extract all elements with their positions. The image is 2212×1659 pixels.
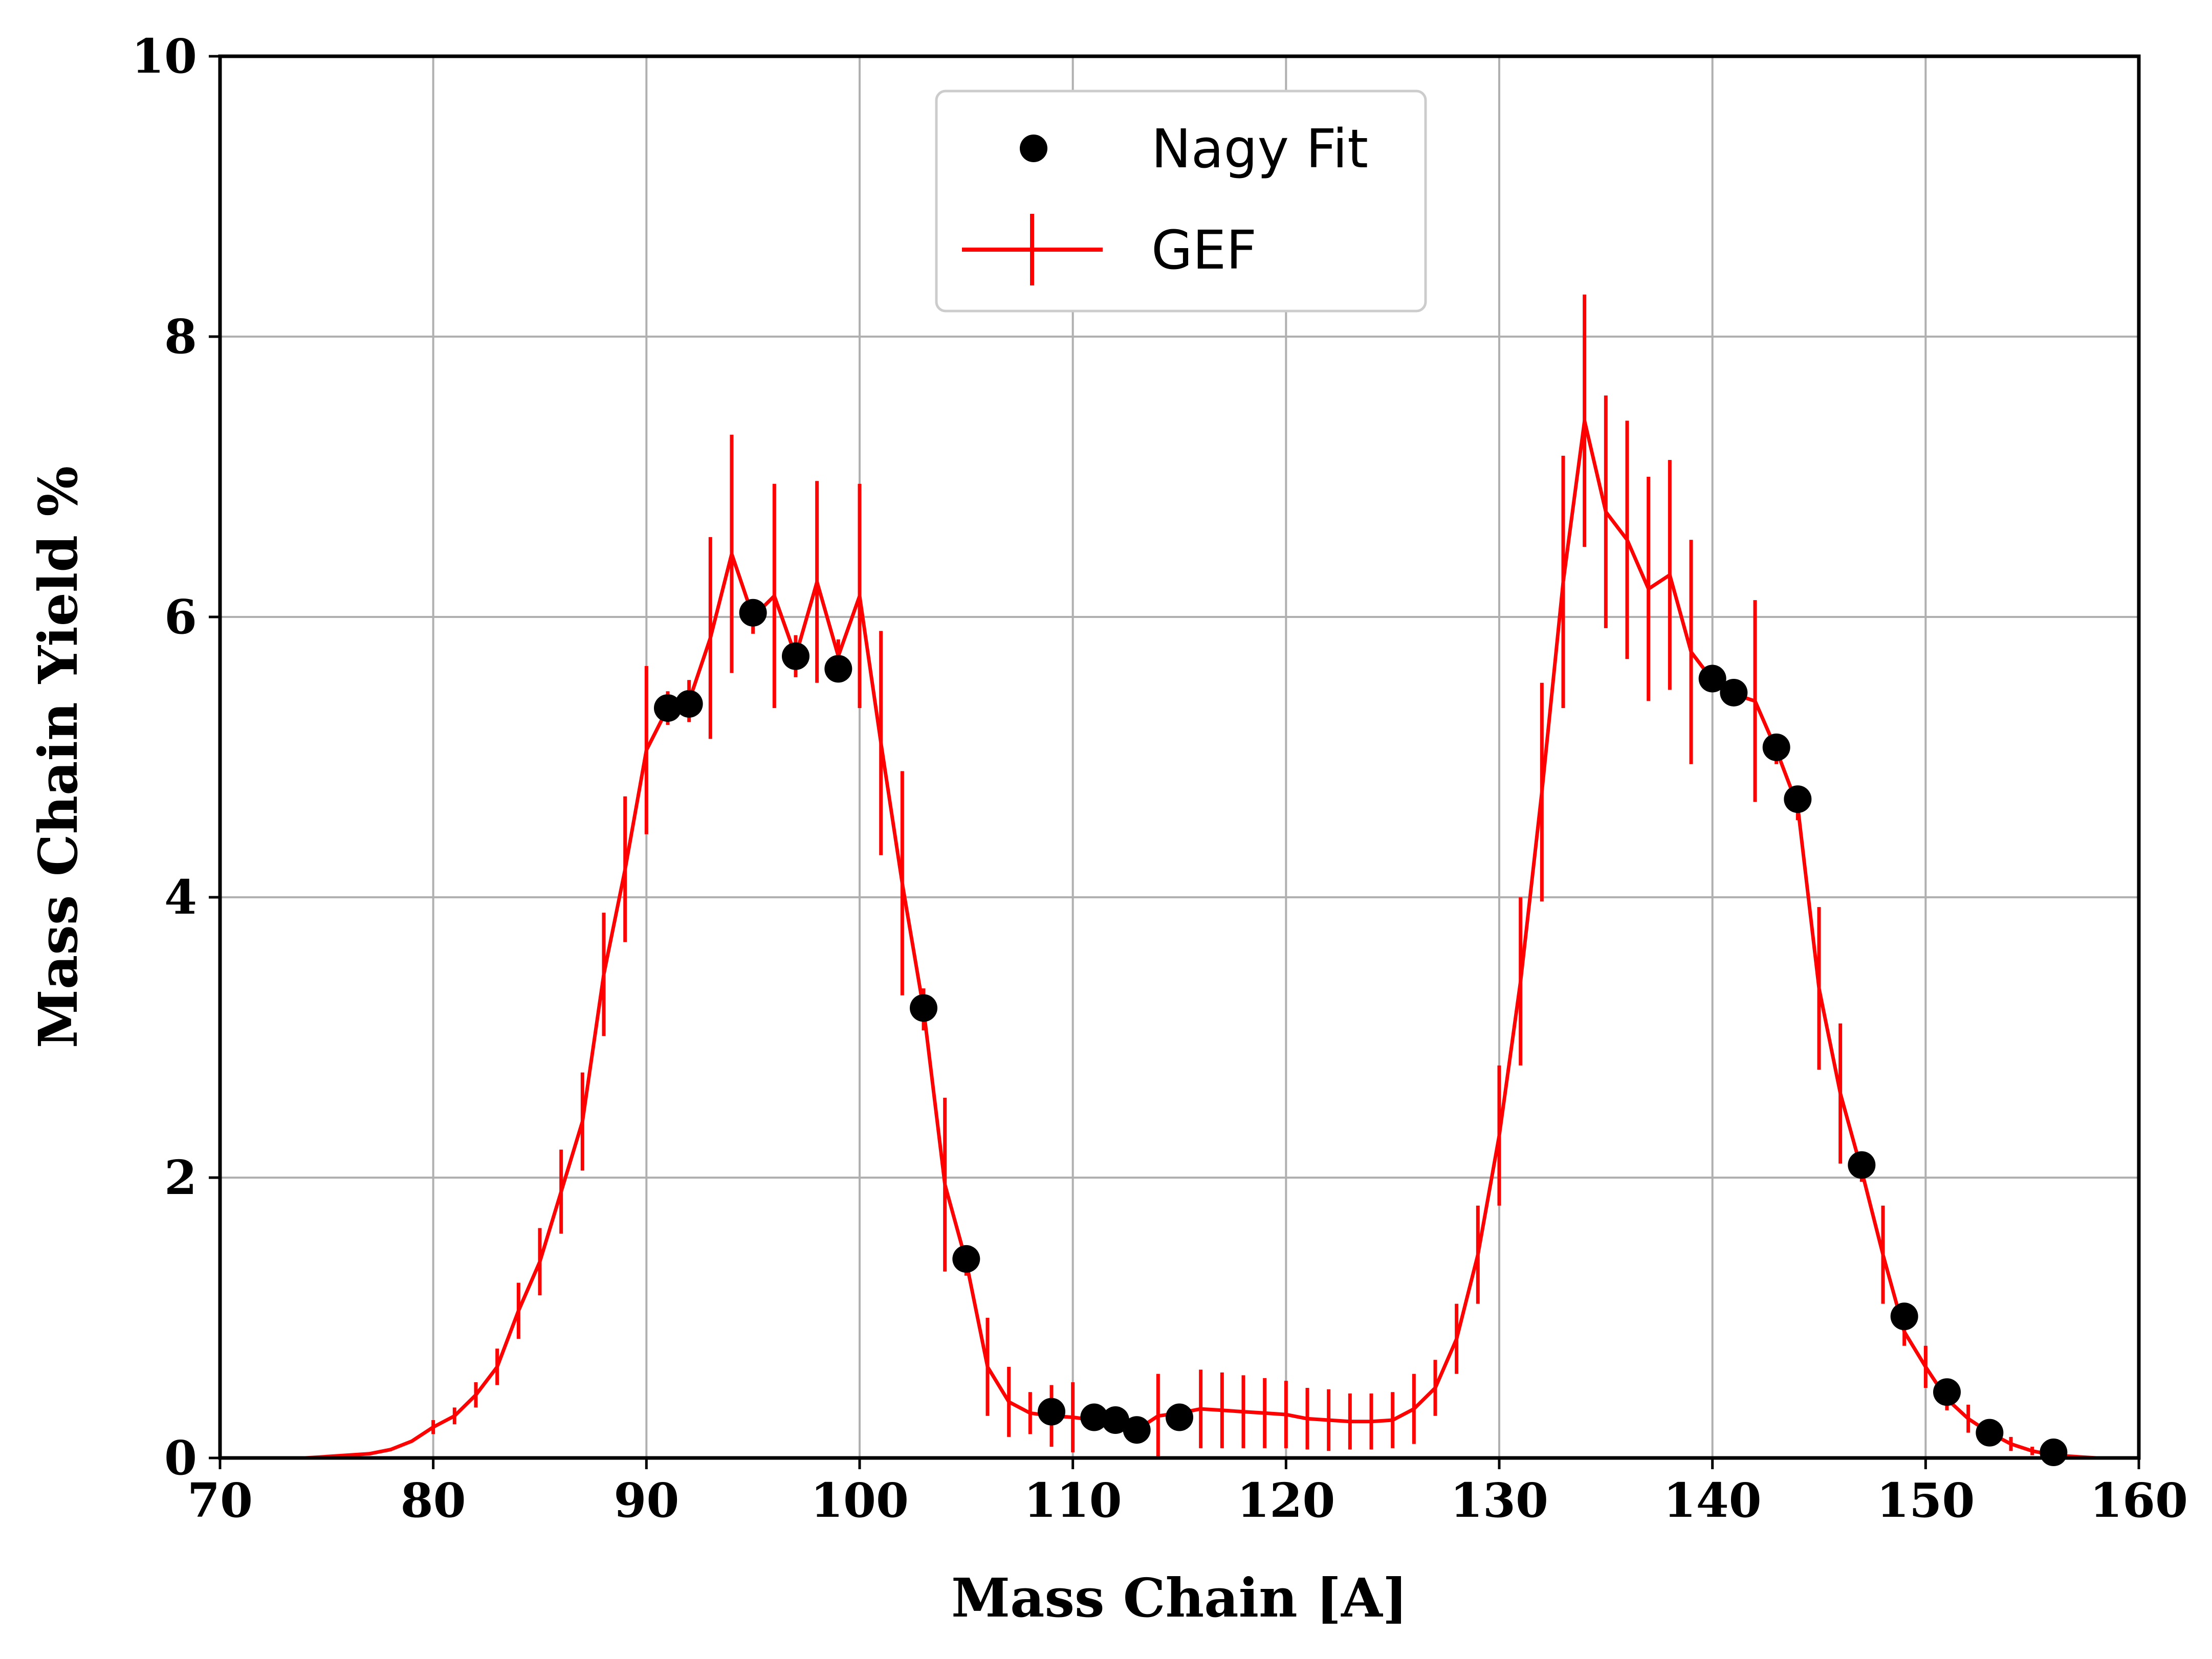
axes-frame <box>218 54 2141 1460</box>
data-point-nagy-fit <box>1038 1398 1065 1426</box>
data-point-nagy-fit <box>1784 785 1812 813</box>
x-tick-label: 120 <box>1237 1473 1335 1528</box>
plot-area <box>305 294 2139 1467</box>
y-tick-label: 4 <box>164 870 197 925</box>
data-point-nagy-fit <box>1976 1419 2004 1447</box>
x-tick-label: 110 <box>1024 1473 1122 1528</box>
data-point-nagy-fit <box>1762 733 1790 761</box>
legend-box <box>935 90 1427 313</box>
x-tick-label: 130 <box>1450 1473 1548 1528</box>
data-point-nagy-fit <box>1123 1416 1151 1444</box>
y-axis-title: Mass Chain Yield % <box>27 466 90 1048</box>
legend: Nagy Fit GEF <box>935 90 1427 313</box>
data-point-nagy-fit <box>910 994 937 1022</box>
legend-marker-nagy-fit <box>1020 135 1047 162</box>
data-point-nagy-fit <box>824 655 852 683</box>
y-tick-label: 8 <box>164 309 197 364</box>
x-tick-label: 70 <box>187 1473 253 1528</box>
y-tick-label: 2 <box>164 1150 197 1205</box>
data-point-nagy-fit <box>1698 665 1726 693</box>
x-tick-label: 100 <box>811 1473 909 1528</box>
data-point-nagy-fit <box>1890 1302 1918 1331</box>
data-point-nagy-fit <box>1166 1403 1193 1431</box>
axis-ticks: 70 80 90 100 110 120 130 140 150 160 0 2 4 6 8 10 <box>132 29 2188 1528</box>
x-tick-label: 80 <box>401 1473 466 1528</box>
x-tick-label: 160 <box>2090 1473 2188 1528</box>
data-point-nagy-fit <box>654 694 682 722</box>
data-point-nagy-fit <box>1933 1378 1961 1406</box>
data-point-nagy-fit <box>739 599 767 627</box>
y-tick-label: 0 <box>164 1430 197 1486</box>
data-point-nagy-fit <box>1080 1403 1108 1431</box>
data-point-nagy-fit <box>952 1245 980 1273</box>
x-tick-label: 150 <box>1876 1473 1975 1528</box>
x-tick-label: 90 <box>614 1473 679 1528</box>
y-tick-label: 10 <box>132 29 197 84</box>
x-tick-label: 140 <box>1663 1473 1762 1528</box>
legend-label-nagy-fit: Nagy Fit <box>1151 118 1368 180</box>
data-point-nagy-fit <box>1848 1151 1876 1179</box>
data-point-nagy-fit <box>1720 678 1748 706</box>
data-point-nagy-fit <box>2040 1439 2068 1467</box>
x-axis-title: Mass Chain [A] <box>951 1566 1408 1629</box>
data-point-nagy-fit <box>782 642 809 670</box>
data-point-nagy-fit <box>1102 1406 1129 1434</box>
legend-label-gef: GEF <box>1151 219 1257 281</box>
data-point-nagy-fit <box>675 690 703 718</box>
y-tick-label: 6 <box>164 589 197 645</box>
